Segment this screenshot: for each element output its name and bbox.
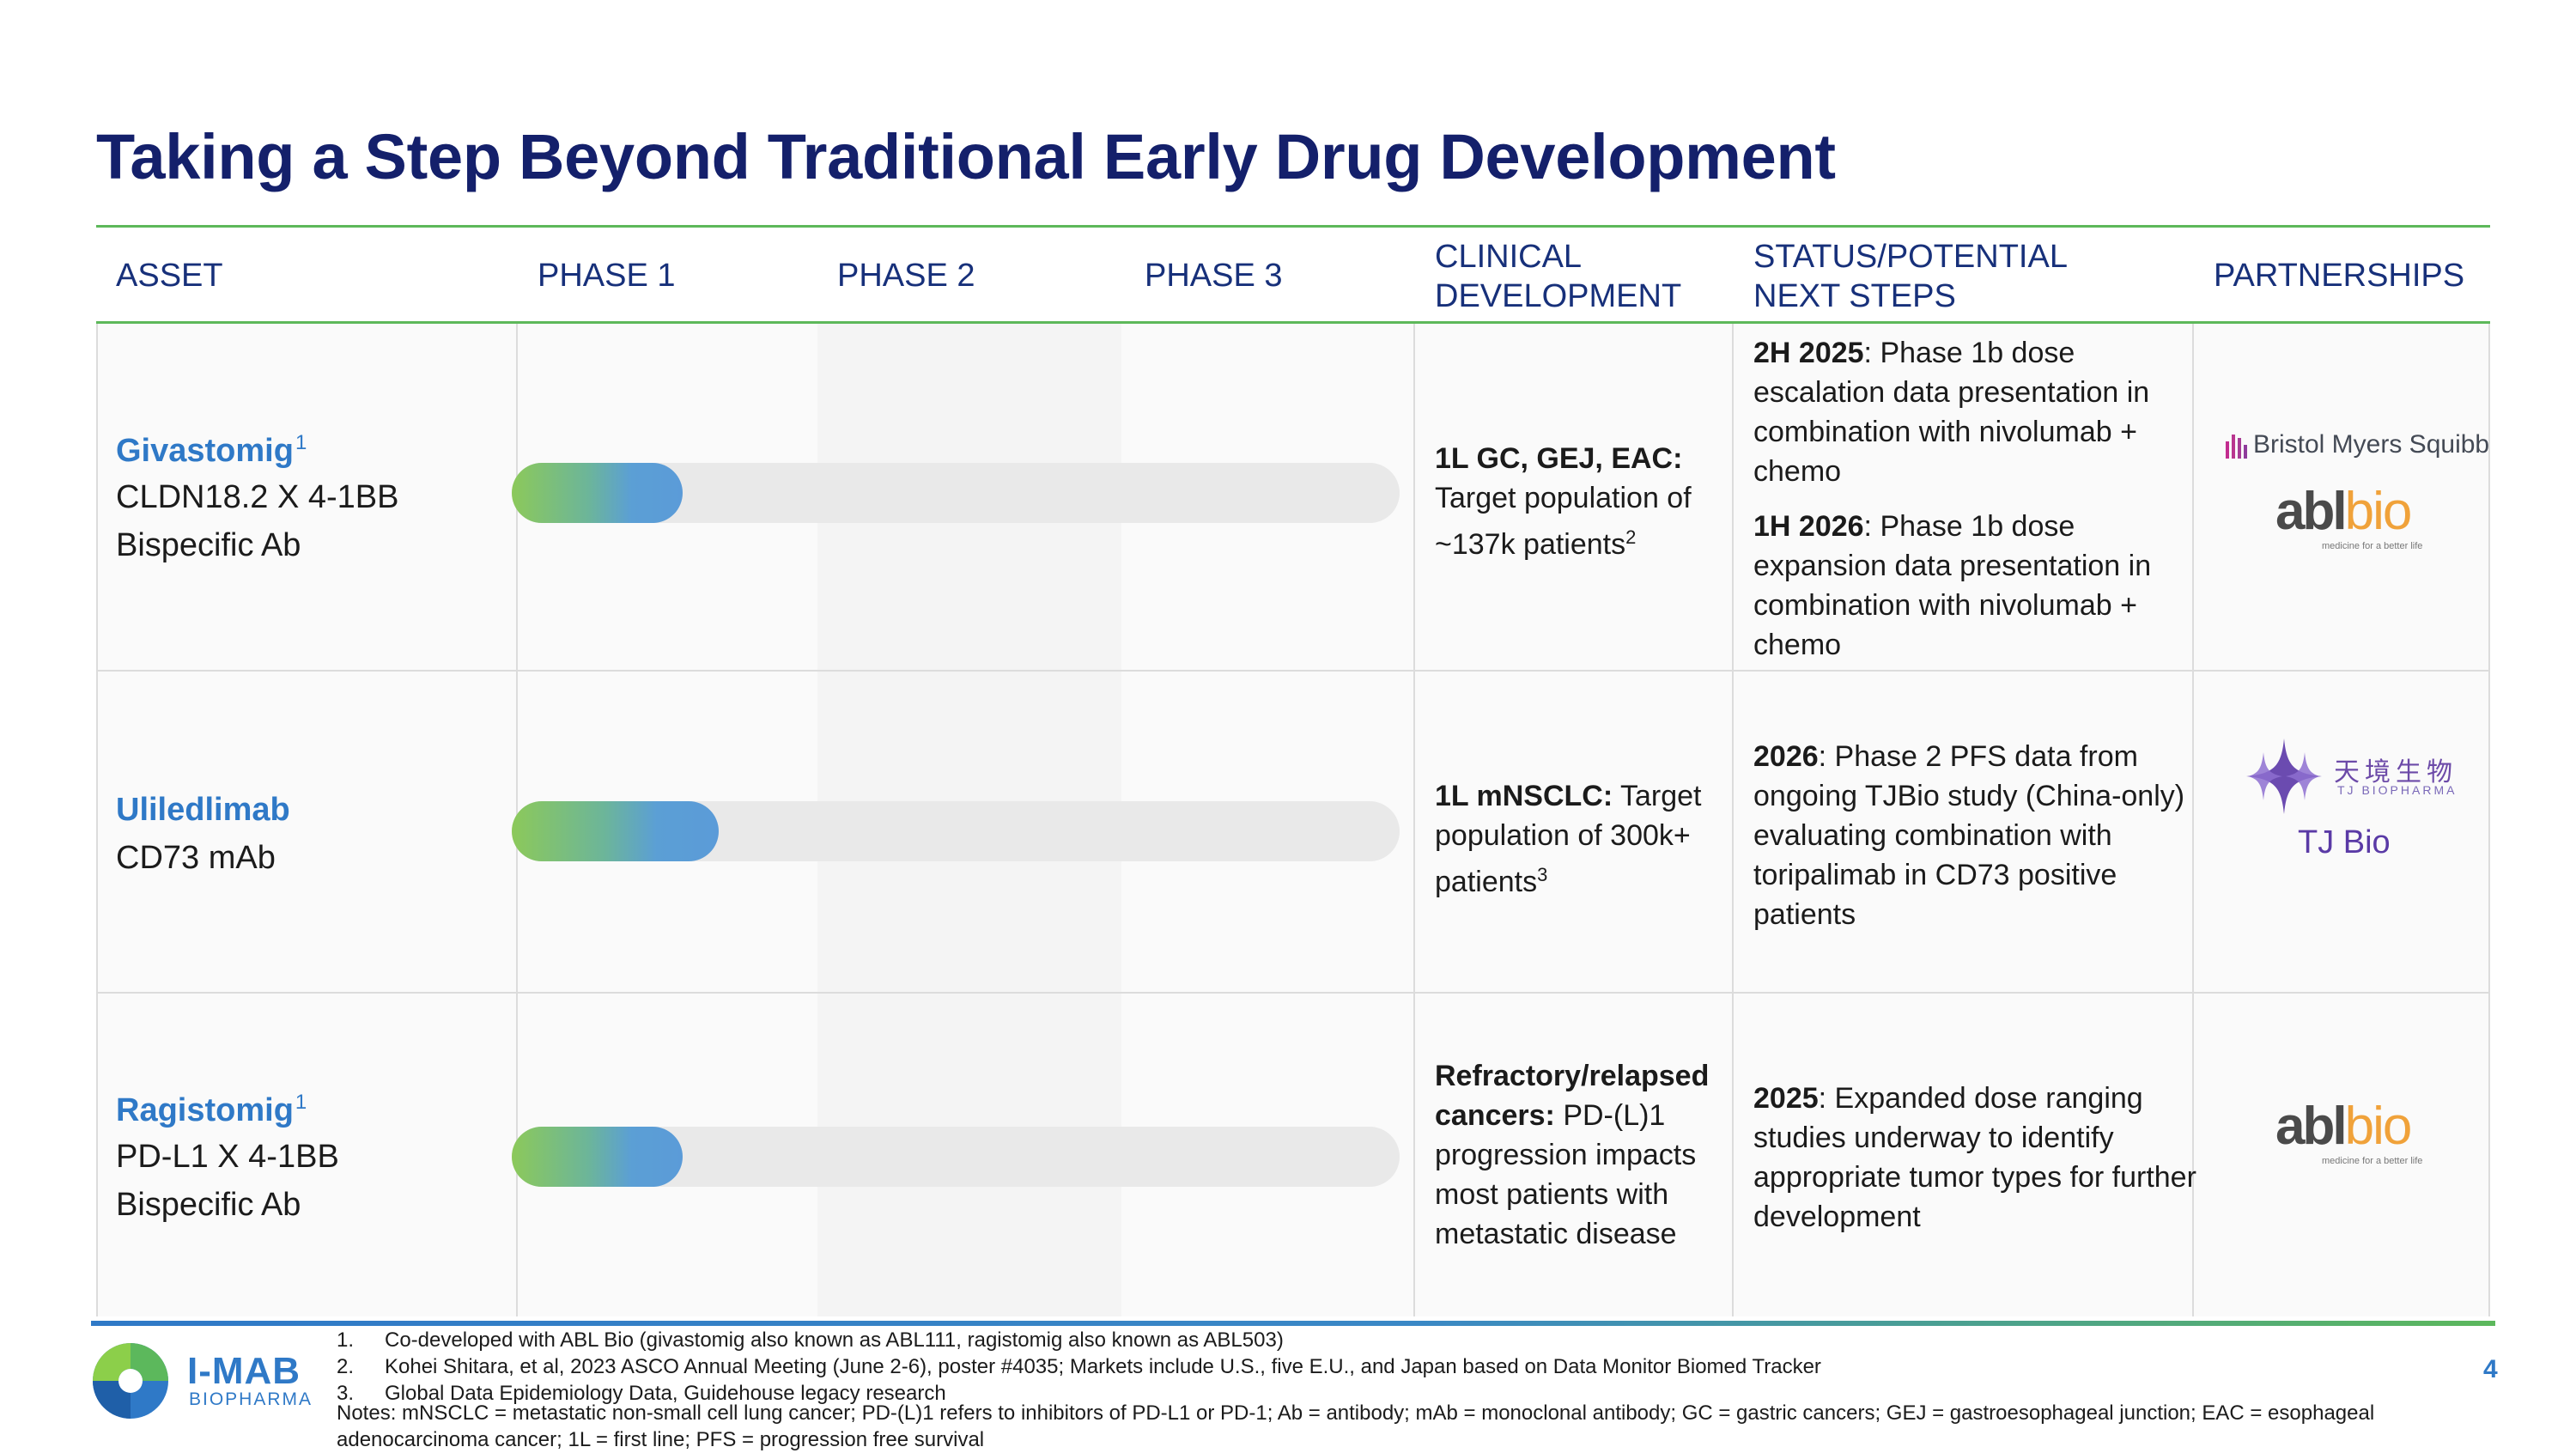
phase-progress-bar: [512, 1127, 683, 1187]
status-next-steps: 2025: Expanded dose ranging studies unde…: [1753, 1079, 2198, 1252]
footer-divider: [91, 1321, 2495, 1326]
asset-name: Uliledlimab: [116, 792, 290, 828]
bms-mark-icon: [2226, 435, 2247, 459]
bristol-myers-squibb-logo: Bristol Myers Squibb: [2224, 429, 2489, 462]
table-divider: [1413, 324, 1415, 1316]
phase-progress-track: [512, 1127, 1400, 1187]
header-clinical-development: CLINICAL DEVELOPMENT: [1435, 237, 1681, 316]
header-clinical-line-1: CLINICAL: [1435, 239, 1583, 275]
ablbio-logo: ablbio medicine for a better life: [2275, 1097, 2423, 1166]
header-phase-2: PHASE 2: [837, 258, 975, 294]
header-top-rule: [96, 225, 2490, 228]
status-item: 2H 2025: Phase 1b dose escalation data p…: [1753, 337, 2150, 488]
clinical-development-text: 1L mNSCLC: Target population of 300k+ pa…: [1435, 780, 1702, 898]
header-status-line-1: STATUS/POTENTIAL: [1753, 239, 2068, 275]
footnote: 3. Global Data Epidemiology Data, Guideho…: [337, 1382, 946, 1405]
row-divider: [96, 670, 2490, 672]
footnote: 2. Kohei Shitara, et al, 2023 ASCO Annual…: [337, 1355, 1821, 1378]
ablbio-logo: ablbio medicine for a better life: [2275, 482, 2423, 551]
table-divider: [1732, 324, 1734, 1316]
header-status-line-2: NEXT STEPS: [1753, 278, 1956, 314]
tj-biopharma-wordmark: TJ BIOPHARMA: [2337, 783, 2458, 797]
page-title: Taking a Step Beyond Traditional Early D…: [96, 121, 1836, 192]
phase-progress-bar: [512, 801, 719, 861]
status-next-steps: 2026: Phase 2 PFS data from ongoing TJBi…: [1753, 737, 2198, 950]
header-asset: ASSET: [116, 258, 223, 294]
asset-modality: Bispecific Ab: [116, 1187, 301, 1223]
i-mab-subtitle: BIOPHARMA: [189, 1389, 313, 1409]
header-clinical-line-2: DEVELOPMENT: [1435, 278, 1682, 314]
header-status-next-steps: STATUS/POTENTIAL NEXT STEPS: [1753, 237, 2068, 316]
asset-name: Ragistomig1: [116, 1091, 307, 1128]
tj-bio-chinese-name: 天境生物: [2334, 758, 2458, 787]
asset-modality: Bispecific Ab: [116, 527, 301, 563]
header-partnerships: PARTNERSHIPS: [2214, 258, 2465, 294]
tj-bio-label: TJ Bio: [2298, 824, 2391, 860]
clinical-development-text: 1L GC, GEJ, EAC: Target population of ~13…: [1435, 442, 1692, 561]
phase-progress-track: [512, 463, 1400, 523]
status-next-steps: 2H 2025: Phase 1b dose escalation data p…: [1753, 333, 2198, 680]
header-bottom-rule: [96, 321, 2490, 324]
table-border-right: [2488, 324, 2490, 1316]
clinical-development-text: Refractory/relapsed cancers: PD-(L)1 pro…: [1435, 1060, 1710, 1250]
row-divider: [96, 992, 2490, 994]
asset-target: CD73 mAb: [116, 840, 276, 876]
page-number: 4: [2483, 1355, 2498, 1383]
phase-progress-track: [512, 801, 1400, 861]
footnote: 1. Co-developed with ABL Bio (givastomig …: [337, 1328, 1284, 1352]
status-item: 1H 2026: Phase 1b dose expansion data pr…: [1753, 510, 2152, 661]
phase-progress-bar: [512, 463, 683, 523]
table-border-left: [96, 324, 98, 1316]
asset-target: PD-L1 X 4-1BB: [116, 1139, 339, 1175]
i-mab-logo-icon: [93, 1343, 168, 1419]
table-divider: [2192, 324, 2194, 1316]
asset-target: CLDN18.2 X 4-1BB: [116, 479, 399, 515]
header-phase-1: PHASE 1: [538, 258, 676, 294]
i-mab-wordmark: I-MAB: [187, 1350, 301, 1392]
tj-bio-star-icon: [2246, 739, 2322, 814]
asset-name: Givastomig1: [116, 431, 307, 469]
status-item: 2025: Expanded dose ranging studies unde…: [1753, 1082, 2196, 1233]
abbreviation-notes: Notes: mNSCLC = metastatic non-small cel…: [337, 1401, 2375, 1451]
header-phase-3: PHASE 3: [1145, 258, 1283, 294]
status-item: 2026: Phase 2 PFS data from ongoing TJBi…: [1753, 740, 2185, 931]
